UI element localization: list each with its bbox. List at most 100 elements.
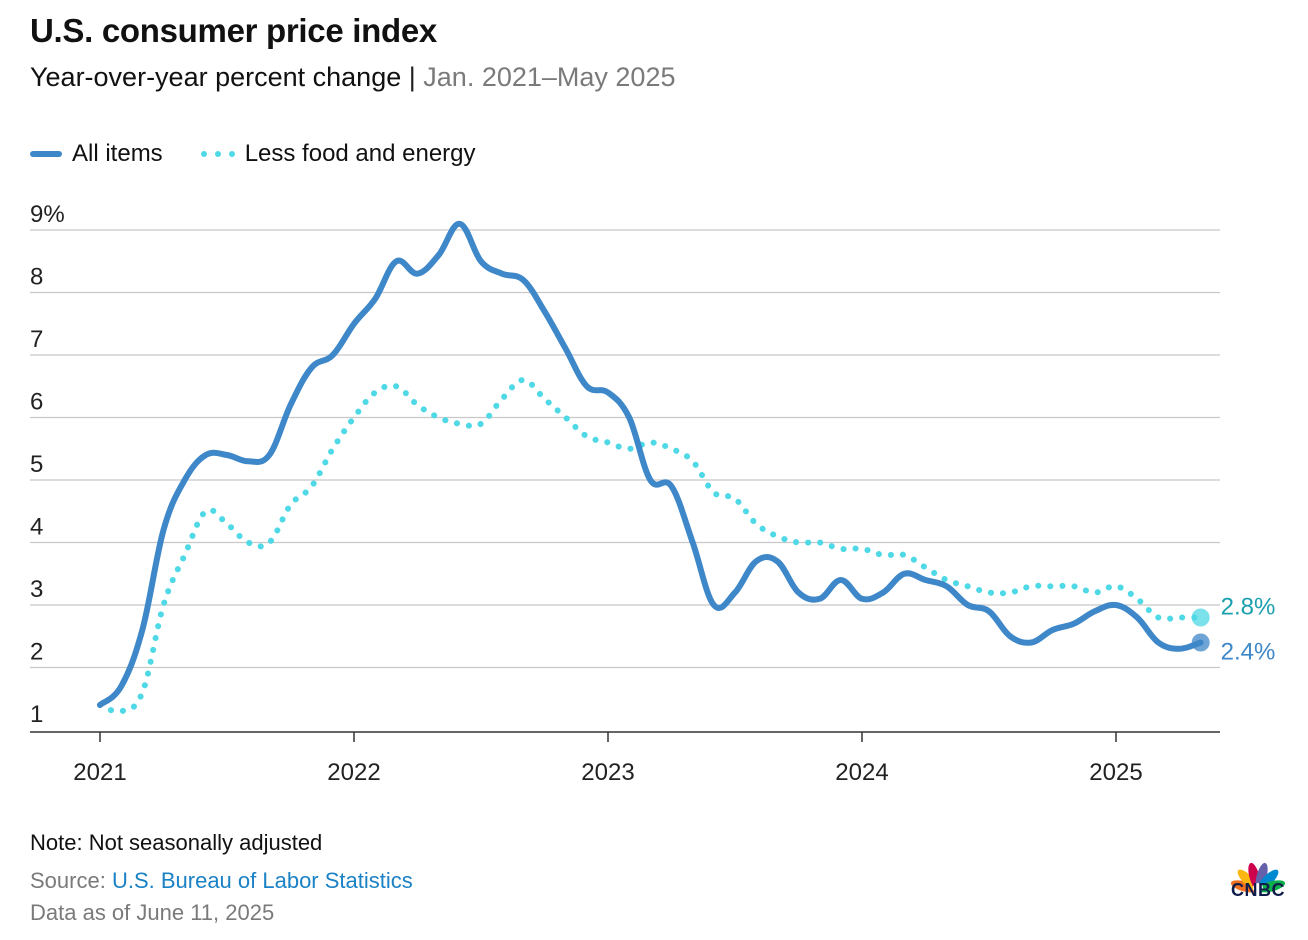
chart-title: U.S. consumer price index [30, 12, 437, 49]
data-point-all-items [732, 590, 738, 596]
data-point-core [520, 377, 526, 383]
data-point-core [372, 390, 378, 396]
data-point-all-items [266, 452, 272, 458]
data-point-core [732, 496, 738, 502]
x-tick-label: 2021 [73, 759, 126, 786]
data-point-core [1155, 615, 1161, 621]
data-point-all-items [245, 458, 251, 464]
data-point-core [901, 552, 907, 558]
data-point-core [965, 583, 971, 589]
end-marker-core [1191, 608, 1210, 627]
data-point-all-items [1113, 602, 1119, 608]
series-line-less-food-and-energy [97, 377, 1204, 715]
data-point-core [1134, 596, 1140, 602]
data-point-core [288, 502, 294, 508]
data-point-core [245, 540, 251, 546]
y-tick-label: 4 [30, 514, 43, 541]
data-point-all-items [669, 483, 675, 489]
y-tick-label: 9% [30, 201, 65, 228]
data-point-all-items [901, 571, 907, 577]
data-point-core [880, 552, 886, 558]
x-tick-label: 2022 [327, 759, 380, 786]
data-point-all-items [542, 308, 548, 314]
data-point-core [224, 521, 230, 527]
data-point-all-items [563, 346, 569, 352]
data-point-core [118, 708, 124, 714]
legend-item-all-items: All items [30, 140, 163, 168]
data-point-core [1028, 583, 1034, 589]
data-point-core [1177, 615, 1183, 621]
y-tick-label: 2 [30, 639, 43, 666]
x-tick-label: 2023 [581, 759, 634, 786]
line-chart: 9% 8 7 6 5 4 3 2 1 2021 2022 2023 2024 2025 2.8% 2.4% [30, 201, 1276, 786]
footnote: Note: Not seasonally adjusted [30, 830, 323, 855]
data-point-core [457, 421, 463, 427]
data-point-all-items [690, 540, 696, 546]
data-point-all-items [774, 558, 780, 564]
data-point-all-items [182, 477, 188, 483]
data-point-core [542, 396, 548, 402]
y-tick-label: 3 [30, 576, 43, 603]
end-marker-all-items [1191, 633, 1210, 652]
x-tick-label: 2024 [835, 759, 888, 786]
data-point-core [351, 415, 357, 421]
data-point-all-items [711, 602, 717, 608]
end-label-all-items: 2.4% [1221, 639, 1276, 666]
data-point-core [563, 415, 569, 421]
data-point-all-items [1092, 608, 1098, 614]
data-point-all-items [1155, 640, 1161, 646]
data-point-core [478, 421, 484, 427]
data-point-core [647, 440, 653, 446]
data-point-core [605, 440, 611, 446]
data-point-all-items [457, 221, 463, 227]
data-point-core [266, 540, 272, 546]
source-label: Source: [30, 868, 106, 893]
data-point-core [774, 533, 780, 539]
data-point-all-items [1177, 646, 1183, 652]
data-point-core [626, 446, 632, 452]
end-label-core: 2.8% [1221, 594, 1276, 621]
legend-item-core: Less food and energy [200, 140, 476, 168]
y-tick-label: 6 [30, 389, 43, 416]
data-point-all-items [203, 452, 209, 458]
data-point-all-items [1007, 633, 1013, 639]
source-line: Source: U.S. Bureau of Labor Statistics [30, 868, 413, 894]
data-point-core [986, 590, 992, 596]
series-line-all-items [97, 220, 1204, 708]
data-point-all-items [351, 321, 357, 327]
data-point-core [690, 458, 696, 464]
y-tick-label: 8 [30, 264, 43, 291]
data-point-core [182, 552, 188, 558]
data-point-core [1113, 583, 1119, 589]
y-tick-label: 5 [30, 451, 43, 478]
data-point-core [393, 383, 399, 389]
chart-subtitle: Year-over-year percent change | Jan. 202… [30, 62, 675, 93]
subtitle-main: Year-over-year percent change [30, 62, 402, 92]
data-point-all-items [1028, 640, 1034, 646]
data-point-all-items [393, 258, 399, 264]
data-point-core [1071, 583, 1077, 589]
data-point-all-items [944, 583, 950, 589]
data-point-all-items [986, 608, 992, 614]
data-point-core [1007, 590, 1013, 596]
y-tick-label: 7 [30, 326, 43, 353]
data-point-all-items [118, 683, 124, 689]
data-point-core [817, 540, 823, 546]
data-point-all-items [478, 258, 484, 264]
legend-swatch-dotted-line [200, 151, 235, 157]
data-point-all-items [224, 452, 230, 458]
data-point-all-items [97, 702, 103, 708]
data-point-core [436, 415, 442, 421]
data-point-all-items [161, 527, 167, 533]
data-point-all-items [309, 365, 315, 371]
data-point-all-items [499, 271, 505, 277]
y-tick-label: 1 [30, 701, 43, 728]
data-point-core [859, 546, 865, 552]
data-point-all-items [859, 596, 865, 602]
data-point-all-items [838, 577, 844, 583]
data-point-all-items [923, 577, 929, 583]
source-link[interactable]: U.S. Bureau of Labor Statistics [111, 868, 413, 893]
peacock-logo-icon [1230, 862, 1286, 893]
legend-swatch-solid-line [30, 151, 62, 157]
data-point-all-items [965, 602, 971, 608]
